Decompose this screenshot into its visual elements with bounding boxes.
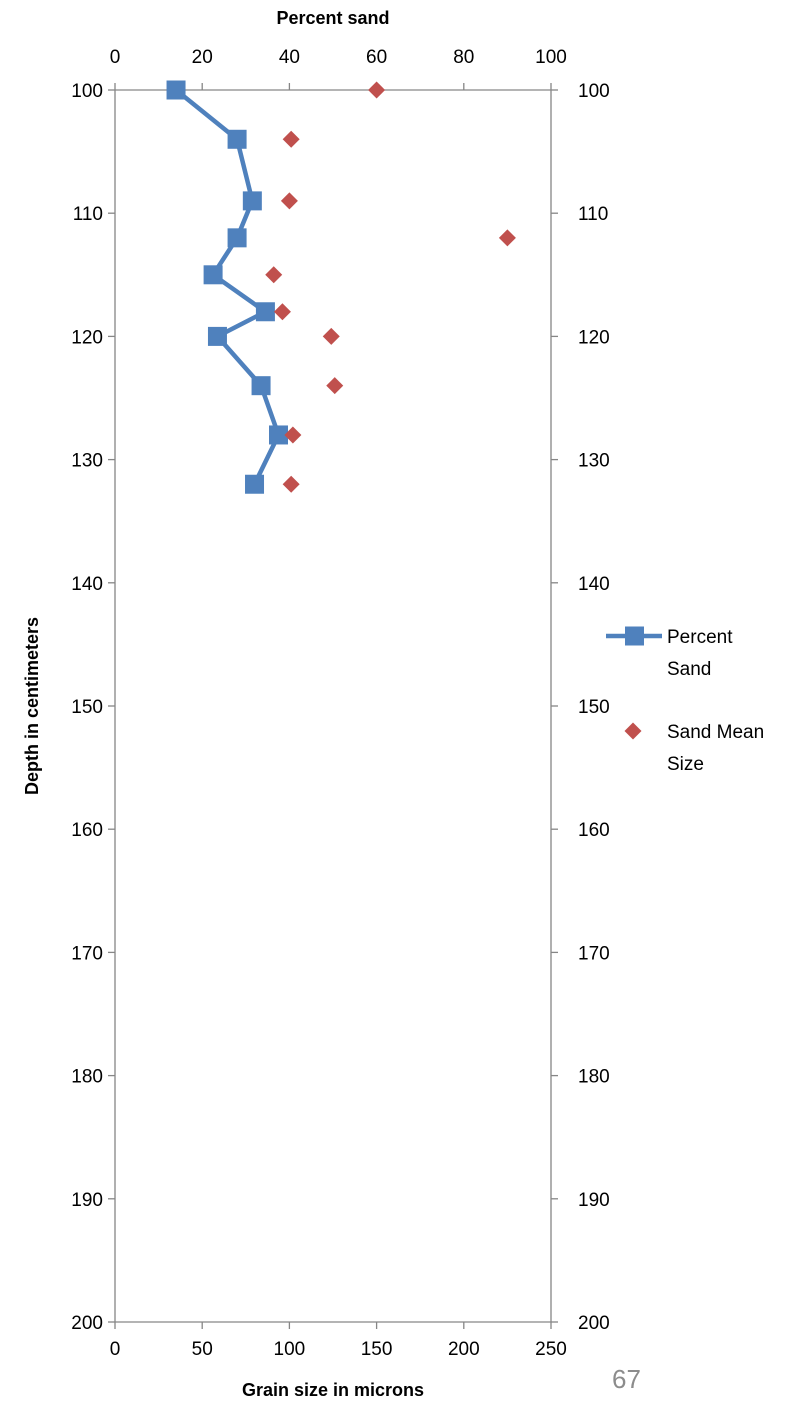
data-point-square <box>203 265 223 285</box>
data-point-square <box>242 191 262 211</box>
legend: Percent Sand Sand Mean Size <box>606 626 764 775</box>
right-tick-label: 160 <box>578 820 610 841</box>
left-tick-label: 170 <box>71 943 103 964</box>
right-tick-label: 130 <box>578 451 610 472</box>
right-tick-label: 120 <box>578 327 610 348</box>
top-tick-label: 100 <box>535 47 567 68</box>
top-tick-label: 20 <box>192 47 213 68</box>
top-tick-label: 0 <box>110 47 121 68</box>
data-point-square <box>245 474 265 494</box>
right-tick-label: 200 <box>578 1313 610 1334</box>
legend-label-sand-mean-size-line2: Size <box>667 754 704 775</box>
left-tick-label: 140 <box>71 574 103 595</box>
top-tick-label: 40 <box>279 47 300 68</box>
data-point-square <box>227 228 247 248</box>
right-tick-label: 150 <box>578 697 610 718</box>
data-point-diamond <box>273 303 291 321</box>
left-tick-label: 180 <box>71 1067 103 1088</box>
left-tick-label: 100 <box>71 81 103 102</box>
left-tick-label: 190 <box>71 1190 103 1211</box>
bottom-tick-label: 250 <box>535 1339 567 1360</box>
data-point-square <box>207 326 227 346</box>
legend-label-sand-mean-size: Sand Mean <box>667 722 764 743</box>
data-point-diamond <box>265 266 283 284</box>
bottom-tick-label: 150 <box>361 1339 393 1360</box>
chart-marks <box>166 80 516 494</box>
data-point-square <box>255 302 275 322</box>
data-point-square <box>227 129 247 149</box>
left-tick-label: 160 <box>71 820 103 841</box>
left-tick-label: 200 <box>71 1313 103 1334</box>
axes: 1001101201301401501601701801902001001101… <box>22 8 610 1400</box>
data-point-diamond <box>326 377 344 395</box>
right-tick-label: 190 <box>578 1190 610 1211</box>
top-tick-label: 80 <box>453 47 474 68</box>
bottom-tick-label: 0 <box>110 1339 121 1360</box>
legend-label-percent-sand-line2: Sand <box>667 659 711 680</box>
data-point-diamond <box>322 327 340 345</box>
data-point-diamond <box>282 130 300 148</box>
left-tick-label: 150 <box>71 697 103 718</box>
legend-label-percent-sand: Percent <box>667 627 733 648</box>
right-tick-label: 110 <box>578 204 608 225</box>
legend-marker-sand-mean-size <box>624 722 642 740</box>
series-line <box>174 88 281 486</box>
data-point-diamond <box>280 192 298 210</box>
data-point-diamond <box>284 426 302 444</box>
data-point-square <box>269 425 288 445</box>
top-axis-title: Percent sand <box>276 8 389 28</box>
page-number: 67 <box>612 1364 641 1394</box>
bottom-tick-label: 50 <box>192 1339 213 1360</box>
data-point-square <box>251 376 271 396</box>
bottom-tick-label: 200 <box>448 1339 480 1360</box>
data-point-diamond <box>282 475 300 493</box>
left-tick-label: 120 <box>71 327 103 348</box>
right-tick-label: 180 <box>578 1067 610 1088</box>
left-tick-label: 110 <box>73 204 103 225</box>
top-tick-label: 60 <box>366 47 387 68</box>
left-tick-label: 130 <box>71 451 103 472</box>
right-tick-label: 170 <box>578 943 610 964</box>
data-point-diamond <box>368 81 386 99</box>
bottom-axis-title: Grain size in microns <box>242 1380 424 1400</box>
data-point-square <box>166 80 186 100</box>
y-axis-title: Depth in centimeters <box>22 617 42 795</box>
legend-marker-percent-sand <box>625 626 644 646</box>
series-percent-sand <box>166 80 288 494</box>
bottom-tick-label: 100 <box>274 1339 306 1360</box>
data-point-diamond <box>498 229 516 247</box>
right-tick-label: 100 <box>578 81 610 102</box>
series-sand-mean-size <box>265 81 516 493</box>
right-tick-label: 140 <box>578 574 610 595</box>
